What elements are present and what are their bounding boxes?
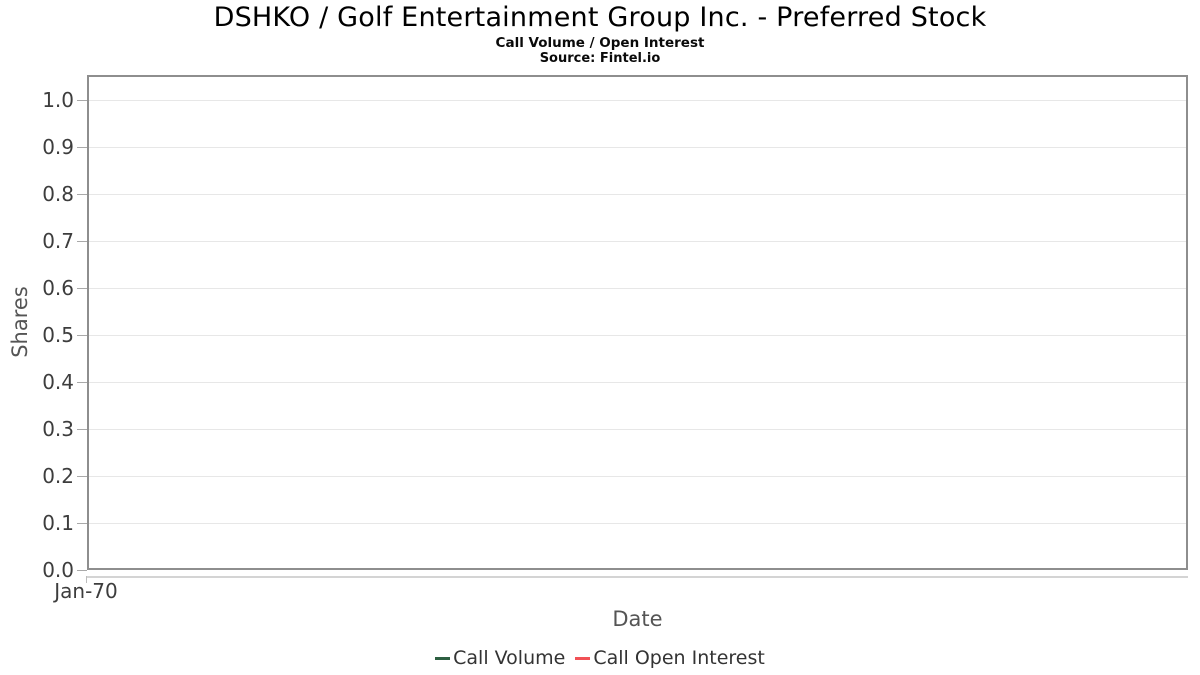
y-tick-mark bbox=[77, 288, 87, 289]
plot-area bbox=[87, 75, 1188, 570]
legend-item-call-volume[interactable]: Call Volume bbox=[435, 647, 565, 669]
x-axis-line bbox=[87, 576, 1188, 578]
legend-label-call-open-interest: Call Open Interest bbox=[593, 647, 765, 669]
gridline bbox=[87, 523, 1188, 524]
y-tick-label: 0.5 bbox=[42, 323, 74, 347]
y-tick-label: 0.4 bbox=[42, 370, 74, 394]
gridline bbox=[87, 100, 1188, 101]
y-tick-mark bbox=[77, 570, 87, 571]
gridline bbox=[87, 147, 1188, 148]
gridline bbox=[87, 476, 1188, 477]
gridline bbox=[87, 382, 1188, 383]
chart-source: Source: Fintel.io bbox=[539, 51, 661, 66]
y-tick-mark bbox=[77, 241, 87, 242]
call-volume-line-marker-icon bbox=[435, 656, 451, 660]
gridline bbox=[87, 335, 1188, 336]
y-tick-label: 0.6 bbox=[42, 276, 74, 300]
gridline bbox=[87, 429, 1188, 430]
y-tick-label: 0.7 bbox=[42, 229, 74, 253]
y-tick-label: 0.0 bbox=[42, 558, 74, 582]
y-tick-mark bbox=[77, 100, 87, 101]
y-tick-label: 0.8 bbox=[42, 182, 74, 206]
gridline bbox=[87, 194, 1188, 195]
legend: Call Volume Call Open Interest bbox=[0, 647, 1200, 669]
x-tick-label: Jan-70 bbox=[54, 579, 118, 603]
y-tick-mark bbox=[77, 335, 87, 336]
y-tick-mark bbox=[77, 147, 87, 148]
call-open-interest-line-marker-icon bbox=[575, 656, 591, 660]
y-tick-label: 0.1 bbox=[42, 511, 74, 535]
y-tick-mark bbox=[77, 523, 87, 524]
y-tick-mark bbox=[77, 382, 87, 383]
y-tick-label: 0.2 bbox=[42, 464, 74, 488]
chart-subtitle: Call Volume / Open Interest bbox=[495, 35, 705, 51]
gridline bbox=[87, 288, 1188, 289]
y-tick-label: 0.9 bbox=[42, 135, 74, 159]
y-axis-title: Shares bbox=[8, 286, 32, 358]
y-tick-mark bbox=[77, 476, 87, 477]
y-tick-mark bbox=[77, 429, 87, 430]
legend-label-call-volume: Call Volume bbox=[453, 647, 566, 669]
y-tick-label: 0.3 bbox=[42, 417, 74, 441]
x-tick-mark bbox=[86, 576, 87, 583]
y-tick-label: 1.0 bbox=[42, 88, 74, 112]
chart-title: DSHKO / Golf Entertainment Group Inc. - … bbox=[213, 2, 987, 33]
gridline bbox=[87, 241, 1188, 242]
legend-item-call-open-interest[interactable]: Call Open Interest bbox=[575, 647, 765, 669]
y-tick-mark bbox=[77, 194, 87, 195]
x-axis-title: Date bbox=[612, 607, 663, 631]
